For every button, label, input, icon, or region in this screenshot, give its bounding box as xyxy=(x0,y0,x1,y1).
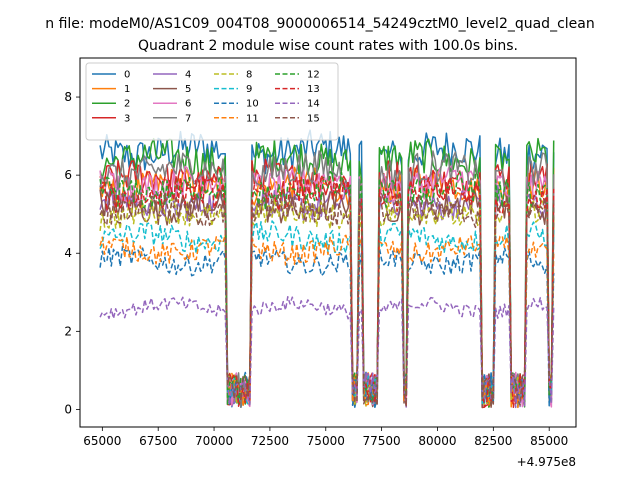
x-tick-label: 77500 xyxy=(363,434,401,448)
x-tick-label: 67500 xyxy=(139,434,177,448)
x-axis: 65000 67500 70000 72500 75000 77500 80000 82500… xyxy=(83,427,568,448)
y-tick-label: 6 xyxy=(64,168,72,182)
plot-frame xyxy=(79,57,577,428)
y-axis: 0 2 4 6 8 xyxy=(64,90,80,416)
y-tick-label: 8 xyxy=(64,90,72,104)
x-tick-label: 65000 xyxy=(83,434,121,448)
series-line-13 xyxy=(99,174,555,409)
series-line-5 xyxy=(99,187,555,409)
x-tick-label: 82500 xyxy=(474,434,512,448)
legend-label-5: 5 xyxy=(185,84,191,95)
legend-label-2: 2 xyxy=(124,99,130,110)
series-line-15 xyxy=(99,192,555,407)
legend-label-3: 3 xyxy=(124,113,130,124)
series-line-10 xyxy=(99,245,555,407)
x-tick-label: 72500 xyxy=(251,434,289,448)
legend-label-1: 1 xyxy=(124,84,130,95)
series-line-11 xyxy=(99,233,555,409)
x-tick-label: 70000 xyxy=(195,434,233,448)
legend-label-15: 15 xyxy=(307,113,320,124)
legend-label-8: 8 xyxy=(246,70,252,81)
x-tick-label: 75000 xyxy=(307,434,345,448)
legend-label-10: 10 xyxy=(246,99,259,110)
legend-label-12: 12 xyxy=(307,70,320,81)
legend-box xyxy=(85,62,339,141)
legend-label-9: 9 xyxy=(246,84,252,95)
legend-label-11: 11 xyxy=(246,113,259,124)
chart-title: Quadrant 2 module wise count rates with … xyxy=(138,38,518,54)
legend-label-14: 14 xyxy=(307,99,320,110)
x-axis-offset-label: +4.975e8 xyxy=(517,455,576,469)
figure-suptitle: n file: modeM0/AS1C09_004T08_9000006514_… xyxy=(45,16,594,32)
x-tick-label: 85000 xyxy=(530,434,568,448)
plot-area xyxy=(79,57,577,428)
series-layer xyxy=(99,129,555,409)
legend-label-7: 7 xyxy=(185,113,191,124)
series-line-4 xyxy=(99,183,555,406)
y-tick-label: 4 xyxy=(64,246,72,260)
series-line-9 xyxy=(99,220,555,407)
y-tick-label: 2 xyxy=(64,324,72,338)
y-tick-label: 0 xyxy=(64,402,72,416)
legend-label-0: 0 xyxy=(124,70,130,81)
legend-label-4: 4 xyxy=(185,70,191,81)
legend-label-13: 13 xyxy=(307,84,320,95)
legend-label-6: 6 xyxy=(185,99,191,110)
x-tick-label: 80000 xyxy=(418,434,456,448)
